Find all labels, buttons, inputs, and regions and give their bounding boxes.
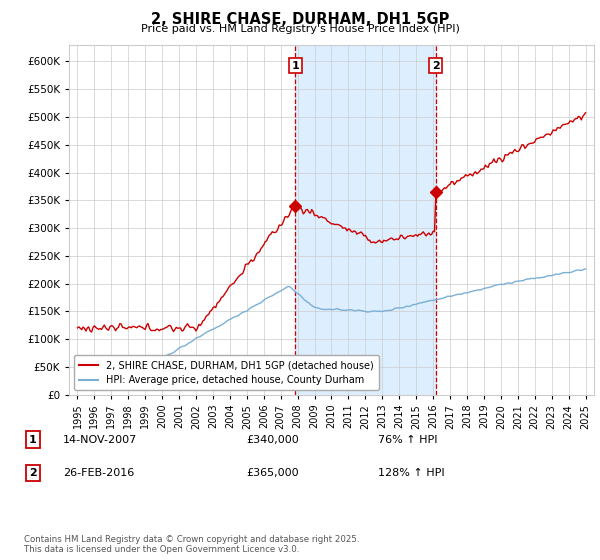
Text: 2: 2 bbox=[29, 468, 37, 478]
Text: 2, SHIRE CHASE, DURHAM, DH1 5GP: 2, SHIRE CHASE, DURHAM, DH1 5GP bbox=[151, 12, 449, 27]
Text: Contains HM Land Registry data © Crown copyright and database right 2025.
This d: Contains HM Land Registry data © Crown c… bbox=[24, 535, 359, 554]
Text: 76% ↑ HPI: 76% ↑ HPI bbox=[378, 435, 437, 445]
Legend: 2, SHIRE CHASE, DURHAM, DH1 5GP (detached house), HPI: Average price, detached h: 2, SHIRE CHASE, DURHAM, DH1 5GP (detache… bbox=[74, 356, 379, 390]
Text: Price paid vs. HM Land Registry's House Price Index (HPI): Price paid vs. HM Land Registry's House … bbox=[140, 24, 460, 34]
Text: £365,000: £365,000 bbox=[246, 468, 299, 478]
Text: 26-FEB-2016: 26-FEB-2016 bbox=[63, 468, 134, 478]
Text: 1: 1 bbox=[29, 435, 37, 445]
Text: 128% ↑ HPI: 128% ↑ HPI bbox=[378, 468, 445, 478]
Text: 14-NOV-2007: 14-NOV-2007 bbox=[63, 435, 137, 445]
Text: 1: 1 bbox=[292, 60, 299, 71]
Bar bbox=[295, 45, 436, 395]
Text: 2: 2 bbox=[432, 60, 440, 71]
Text: £340,000: £340,000 bbox=[246, 435, 299, 445]
